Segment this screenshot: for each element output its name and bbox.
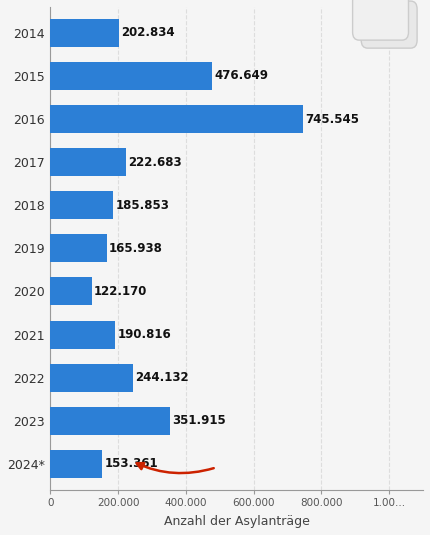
Bar: [50, 105, 303, 133]
Bar: [50, 450, 102, 478]
Text: 153.361: 153.361: [105, 457, 158, 470]
Text: 351.915: 351.915: [172, 414, 226, 427]
Text: 190.816: 190.816: [117, 328, 171, 341]
Bar: [50, 320, 115, 349]
Bar: [50, 364, 133, 392]
X-axis label: Anzahl der Asylanträge: Anzahl der Asylanträge: [164, 515, 310, 528]
Bar: [50, 62, 212, 90]
Text: 122.170: 122.170: [94, 285, 147, 298]
Bar: [50, 19, 119, 47]
Bar: [50, 148, 126, 176]
Text: 476.649: 476.649: [214, 70, 268, 82]
Text: 745.545: 745.545: [305, 112, 359, 126]
Bar: [50, 278, 92, 305]
Bar: [50, 234, 107, 262]
Text: 222.683: 222.683: [128, 156, 182, 169]
Text: 202.834: 202.834: [121, 26, 175, 39]
Text: 165.938: 165.938: [109, 242, 163, 255]
Bar: [50, 407, 169, 435]
Text: 185.853: 185.853: [116, 198, 169, 212]
Bar: [50, 191, 114, 219]
Text: 244.132: 244.132: [135, 371, 189, 384]
